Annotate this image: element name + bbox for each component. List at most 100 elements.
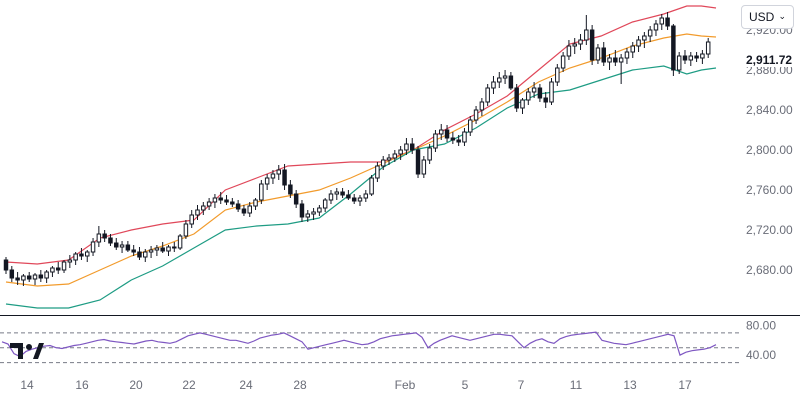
candle	[79, 248, 84, 260]
candle	[346, 190, 351, 200]
x-tick-label: 7	[518, 378, 525, 392]
candle-body	[166, 246, 171, 252]
candle	[270, 170, 276, 184]
candle	[560, 52, 566, 72]
candle	[154, 245, 160, 256]
candle-body	[67, 259, 73, 263]
candle-body	[665, 17, 670, 27]
candle-body	[584, 29, 589, 41]
candle-body	[224, 199, 229, 203]
candle-body	[241, 208, 247, 214]
candle	[653, 20, 659, 36]
candle	[114, 238, 119, 250]
candle	[102, 230, 107, 242]
candle	[369, 175, 374, 196]
candle-body	[15, 277, 20, 281]
candle	[444, 125, 450, 142]
candle-body	[647, 29, 653, 37]
x-tick-label: 22	[182, 378, 196, 392]
candle-body	[439, 129, 444, 135]
candle	[44, 270, 49, 283]
candle	[160, 242, 165, 253]
candle-body	[653, 23, 659, 31]
currency-select[interactable]: USD ⌄	[741, 5, 794, 29]
candle	[497, 72, 502, 88]
candle	[276, 165, 281, 180]
candle	[15, 272, 20, 285]
candle	[351, 194, 357, 204]
candle	[584, 15, 589, 45]
candle-body	[160, 247, 165, 252]
candle-body	[369, 177, 374, 195]
candle	[125, 241, 131, 252]
bollinger-upper-line	[5, 5, 717, 265]
candle	[131, 245, 136, 256]
candle-body	[404, 143, 409, 151]
candle-body	[415, 149, 421, 175]
x-tick-label: Feb	[395, 378, 416, 392]
candle	[137, 247, 142, 260]
candle	[334, 188, 340, 200]
candle	[212, 194, 218, 208]
candle	[607, 54, 612, 70]
candle	[282, 164, 287, 190]
candle	[636, 36, 641, 52]
candle	[549, 78, 554, 105]
candle-body	[125, 244, 131, 251]
candle	[328, 190, 334, 204]
candle	[421, 156, 427, 178]
candle-body	[38, 274, 44, 279]
candle	[183, 220, 189, 239]
candle-body	[555, 67, 560, 83]
candle-body	[154, 247, 160, 251]
chevron-down-icon: ⌄	[778, 11, 786, 21]
candle	[624, 48, 630, 64]
candle	[317, 205, 322, 216]
candle-body	[85, 251, 90, 257]
candle	[572, 38, 577, 54]
candle	[363, 190, 369, 202]
candle-body	[259, 183, 264, 201]
candle-body	[55, 267, 61, 271]
candle	[247, 202, 252, 217]
candle	[50, 266, 55, 277]
candle-body	[462, 131, 467, 143]
candle-body	[264, 177, 270, 185]
candle-body	[177, 235, 183, 249]
candle	[514, 84, 519, 112]
candle-body	[624, 51, 630, 59]
candle	[264, 174, 270, 190]
candle-body	[526, 91, 531, 101]
candle-body	[694, 55, 699, 59]
candle	[537, 84, 543, 102]
candle-body	[676, 55, 682, 71]
candle	[688, 52, 694, 66]
candle-body	[473, 109, 479, 121]
candle	[26, 272, 32, 282]
candle-body	[195, 209, 200, 216]
candle-body	[3, 259, 9, 271]
candle	[694, 52, 699, 62]
candle	[386, 154, 392, 165]
candle	[119, 241, 125, 253]
x-tick-label: 16	[75, 378, 89, 392]
candle-body	[520, 99, 525, 109]
rsi-tick-label: 40.00	[746, 348, 776, 362]
x-tick-label: 28	[293, 378, 307, 392]
candle	[566, 40, 572, 60]
candle-body	[114, 242, 119, 248]
candle-body	[497, 77, 502, 83]
candle-body	[357, 197, 363, 202]
candle-body	[700, 53, 705, 59]
candle	[235, 200, 241, 212]
candle-body	[253, 199, 258, 207]
rsi-line	[1, 331, 717, 358]
candle	[253, 198, 258, 210]
candle	[589, 25, 595, 65]
candle	[427, 144, 432, 164]
candle-body	[21, 275, 26, 281]
candle-body	[392, 153, 398, 159]
candle	[700, 50, 705, 64]
candle-body	[549, 81, 554, 103]
